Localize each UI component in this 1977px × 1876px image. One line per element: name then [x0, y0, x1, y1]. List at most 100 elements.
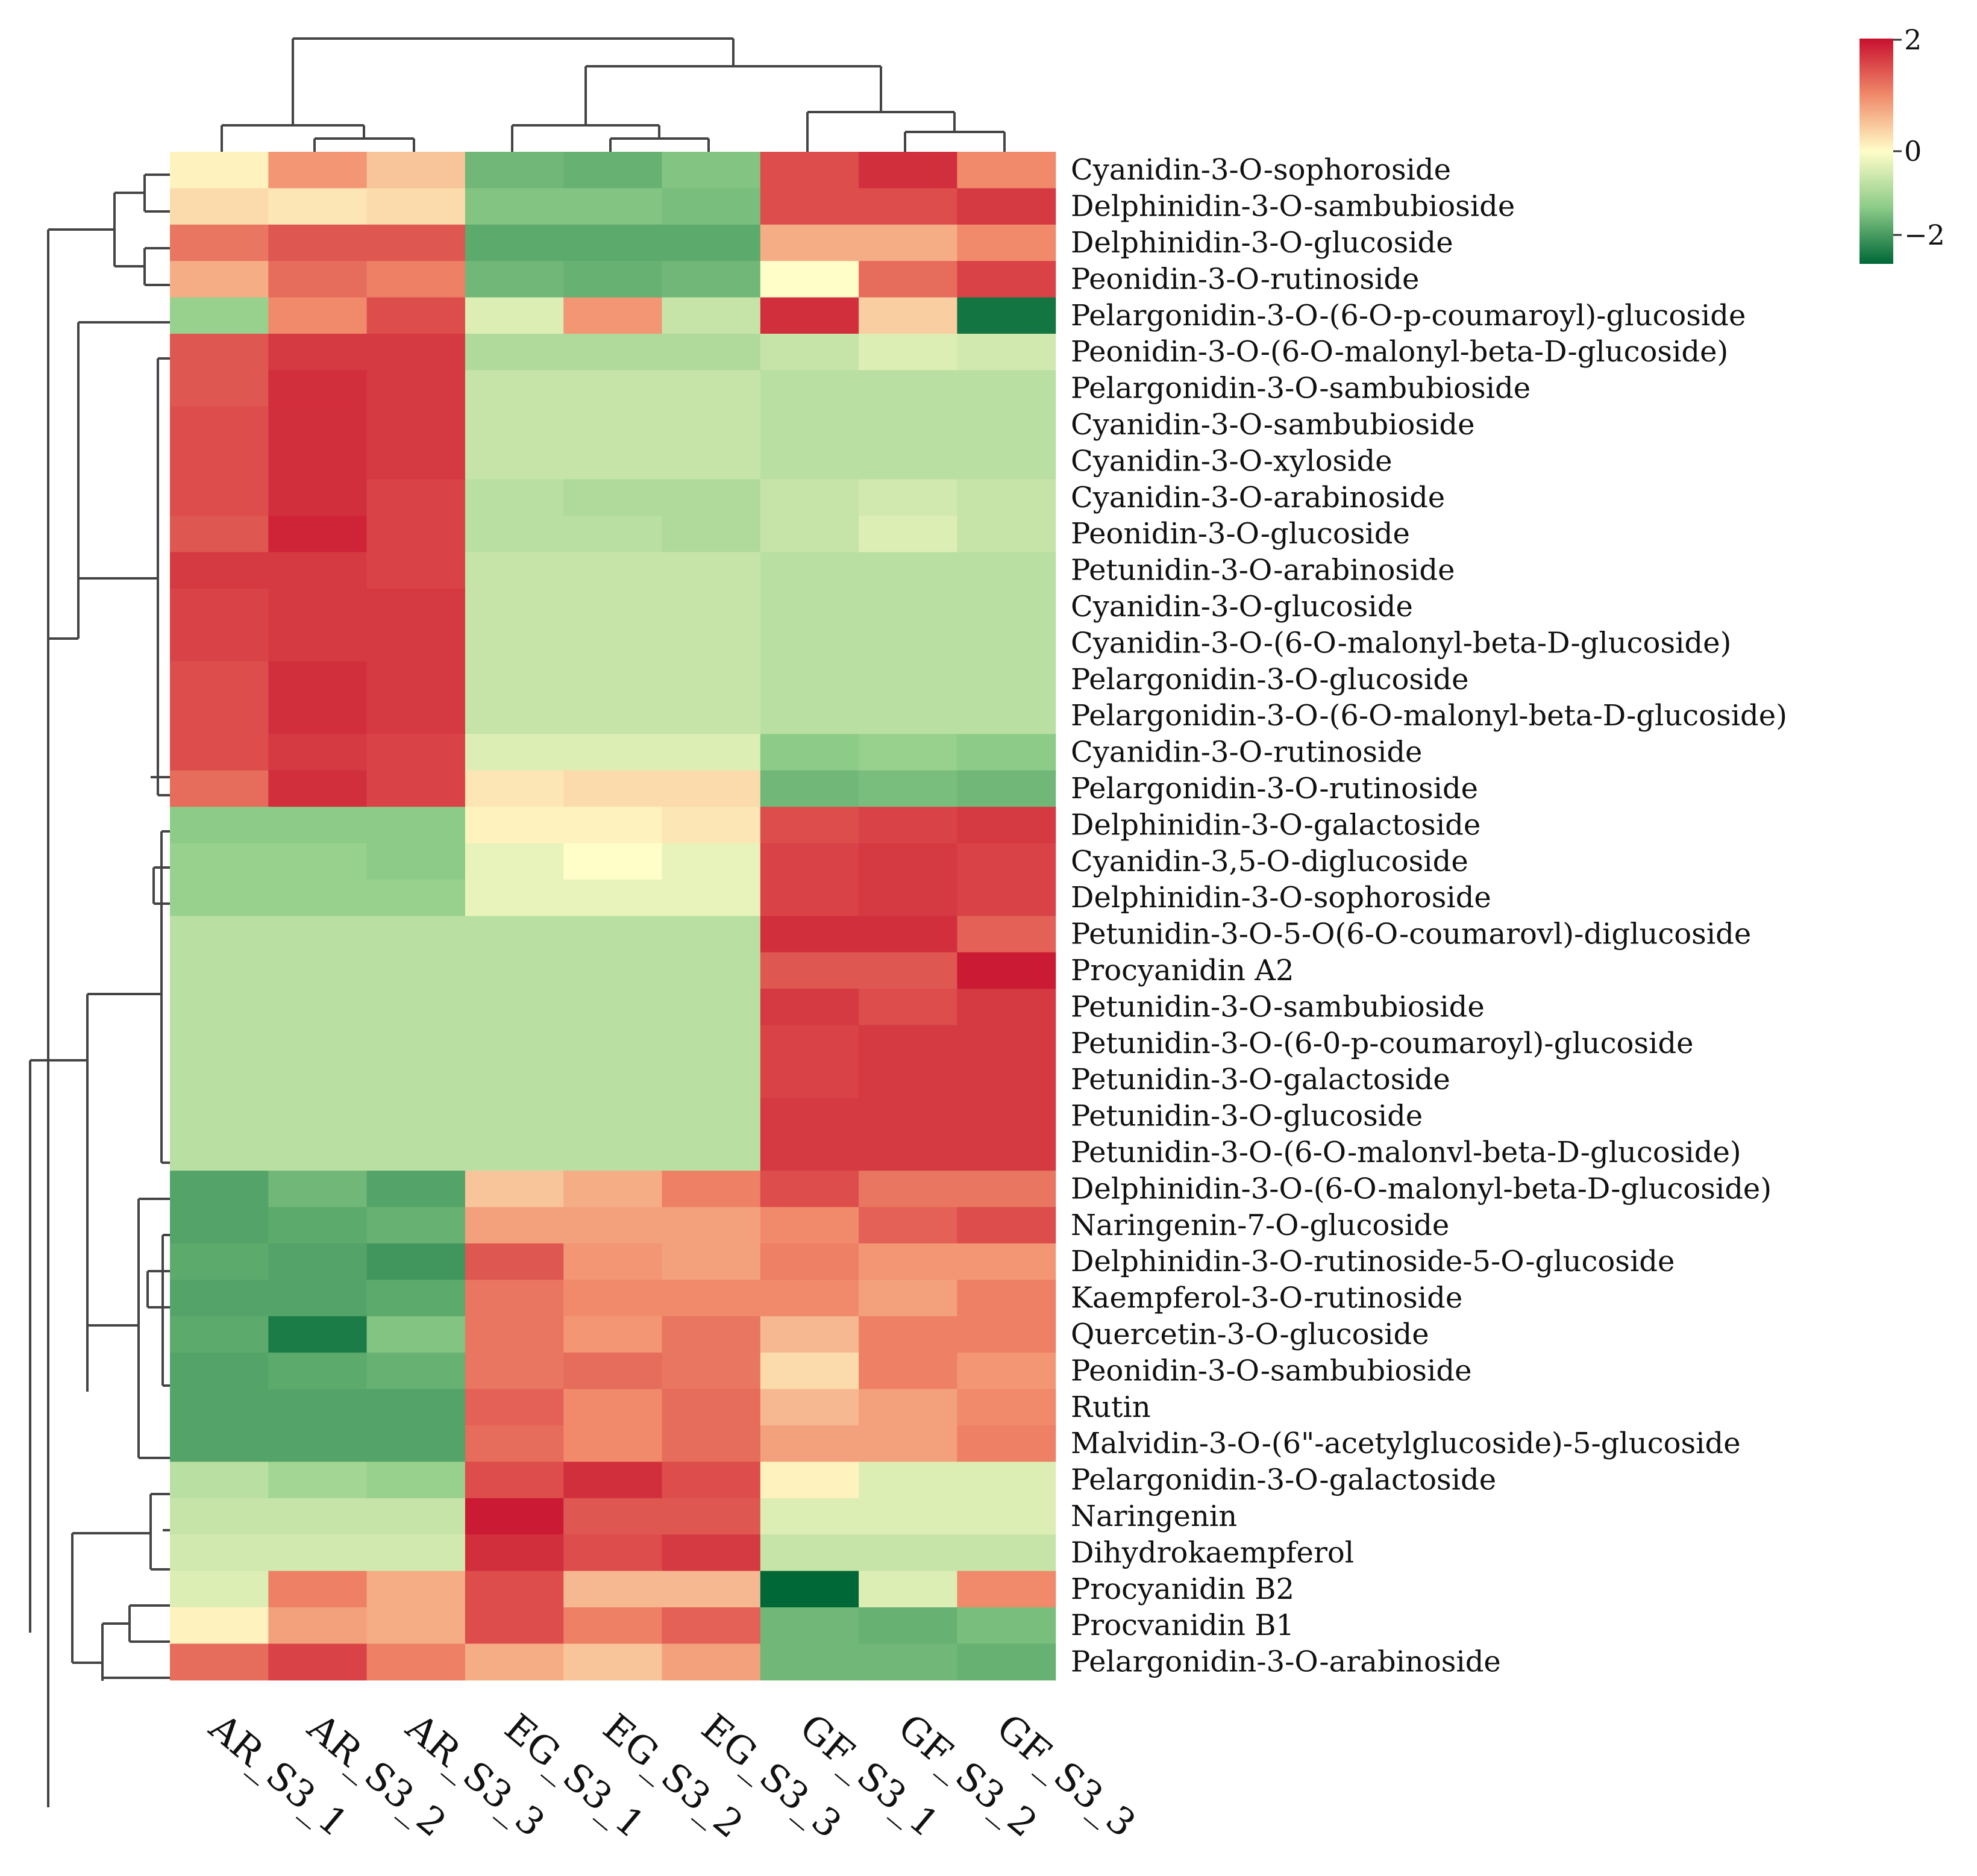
heatmap-cell [465, 224, 564, 261]
heatmap-cell [465, 807, 564, 844]
heatmap-cell [170, 1025, 269, 1062]
heatmap-cell [859, 1171, 957, 1208]
heatmap-cell [465, 952, 564, 989]
heatmap-cell [760, 698, 859, 734]
heatmap-cell [465, 188, 564, 225]
heatmap-cell [760, 406, 859, 443]
heatmap-cell [465, 1062, 564, 1098]
heatmap-cell [662, 1534, 761, 1572]
row-label: Petunidin-3-O-galactoside [1071, 1063, 1450, 1096]
heatmap-cell [662, 188, 761, 225]
heatmap-cell [662, 1171, 761, 1208]
heatmap-cell [268, 261, 368, 298]
row-label: Pelargonidin-3-O-arabinoside [1071, 1645, 1501, 1679]
heatmap-cell [465, 880, 564, 916]
heatmap-cell [563, 1534, 663, 1572]
row-label: Cyanidin-3-O-sophoroside [1071, 153, 1451, 187]
heatmap-cell [465, 1534, 564, 1572]
heatmap-cell [366, 1280, 466, 1317]
heatmap-cell [465, 1352, 564, 1390]
heatmap-cell [170, 479, 269, 516]
heatmap-cell [760, 152, 859, 189]
heatmap-cell [170, 1498, 269, 1535]
heatmap-cell [662, 297, 761, 334]
heatmap-cell [662, 1462, 761, 1499]
heatmap-cell [859, 625, 957, 662]
heatmap-cell [563, 734, 663, 771]
heatmap-cell [366, 1134, 466, 1171]
heatmap-cell [662, 734, 761, 771]
row-label: Petunidin-3-O-arabinoside [1071, 554, 1455, 587]
row-label: Peonidin-3-O-glucoside [1071, 517, 1410, 551]
heatmap-cell [760, 188, 859, 225]
heatmap-cell [760, 880, 859, 916]
heatmap-cell [268, 1062, 368, 1098]
heatmap-cell [662, 1025, 761, 1062]
heatmap-cell [662, 698, 761, 734]
heatmap-cell [760, 1534, 859, 1572]
heatmap-cell [268, 1207, 368, 1244]
heatmap-cell [366, 1462, 466, 1499]
heatmap-cell [465, 661, 564, 698]
heatmap-cell [760, 807, 859, 844]
heatmap-cell [760, 1098, 859, 1135]
heatmap-cell [366, 1098, 466, 1135]
heatmap-cell [957, 734, 1056, 771]
heatmap-cell [465, 1171, 564, 1208]
heatmap-cell [760, 588, 859, 625]
heatmap-cell [859, 1571, 957, 1608]
heatmap-cell [366, 1316, 466, 1353]
heatmap-cell [170, 406, 269, 443]
heatmap-cell [366, 588, 466, 625]
heatmap-cell [563, 661, 663, 698]
heatmap-cell [268, 1352, 368, 1390]
heatmap-cell [563, 370, 663, 407]
row-dendro-pelarg-coum [77, 321, 170, 639]
heatmap-cell [268, 625, 368, 662]
heatmap-cell [268, 152, 368, 189]
row-label: Petunidin-3-O-glucoside [1071, 1099, 1423, 1133]
heatmap-cell [268, 443, 368, 480]
heatmap-cell [563, 224, 663, 261]
heatmap-cell [859, 916, 957, 953]
heatmap-cell [170, 1171, 269, 1208]
row-label: Petunidin-3-O-sambubioside [1071, 990, 1485, 1024]
heatmap-cell [957, 770, 1056, 807]
row-label: Delphinidin-3-O-galactoside [1071, 808, 1480, 842]
heatmap-cell [859, 552, 957, 589]
heatmap-cell [957, 1462, 1056, 1499]
heatmap-cell [465, 843, 564, 880]
heatmap-cell [366, 334, 466, 371]
heatmap-cell [760, 625, 859, 662]
heatmap-cells [170, 152, 1056, 1681]
heatmap-cell [957, 952, 1056, 989]
heatmap-cell [662, 952, 761, 989]
heatmap-cell [268, 770, 368, 807]
heatmap-cell [760, 989, 859, 1026]
heatmap-cell [662, 1316, 761, 1353]
heatmap-cell [563, 880, 663, 916]
heatmap-cell [268, 1389, 368, 1426]
heatmap-cell [859, 1534, 957, 1572]
heatmap-cell [859, 1498, 957, 1535]
heatmap-cell [760, 370, 859, 407]
heatmap-cell [366, 1607, 466, 1644]
heatmap-cell [170, 770, 269, 807]
heatmap-cell [465, 443, 564, 480]
heatmap-cell [366, 1025, 466, 1062]
row-label: Pelargonidin-3-O-glucoside [1071, 663, 1469, 696]
heatmap-cell [366, 916, 466, 953]
heatmap-cell [268, 224, 368, 261]
heatmap-cell [170, 843, 269, 880]
heatmap-cell [563, 770, 663, 807]
heatmap-cell [760, 516, 859, 552]
heatmap-cell [859, 770, 957, 807]
heatmap-cell [662, 880, 761, 916]
heatmap-cell [957, 1171, 1056, 1208]
heatmap-cell [268, 1571, 368, 1608]
heatmap-cell [465, 261, 564, 298]
heatmap-cell [859, 989, 957, 1026]
heatmap-cell [662, 1352, 761, 1390]
heatmap-cell [170, 989, 269, 1026]
